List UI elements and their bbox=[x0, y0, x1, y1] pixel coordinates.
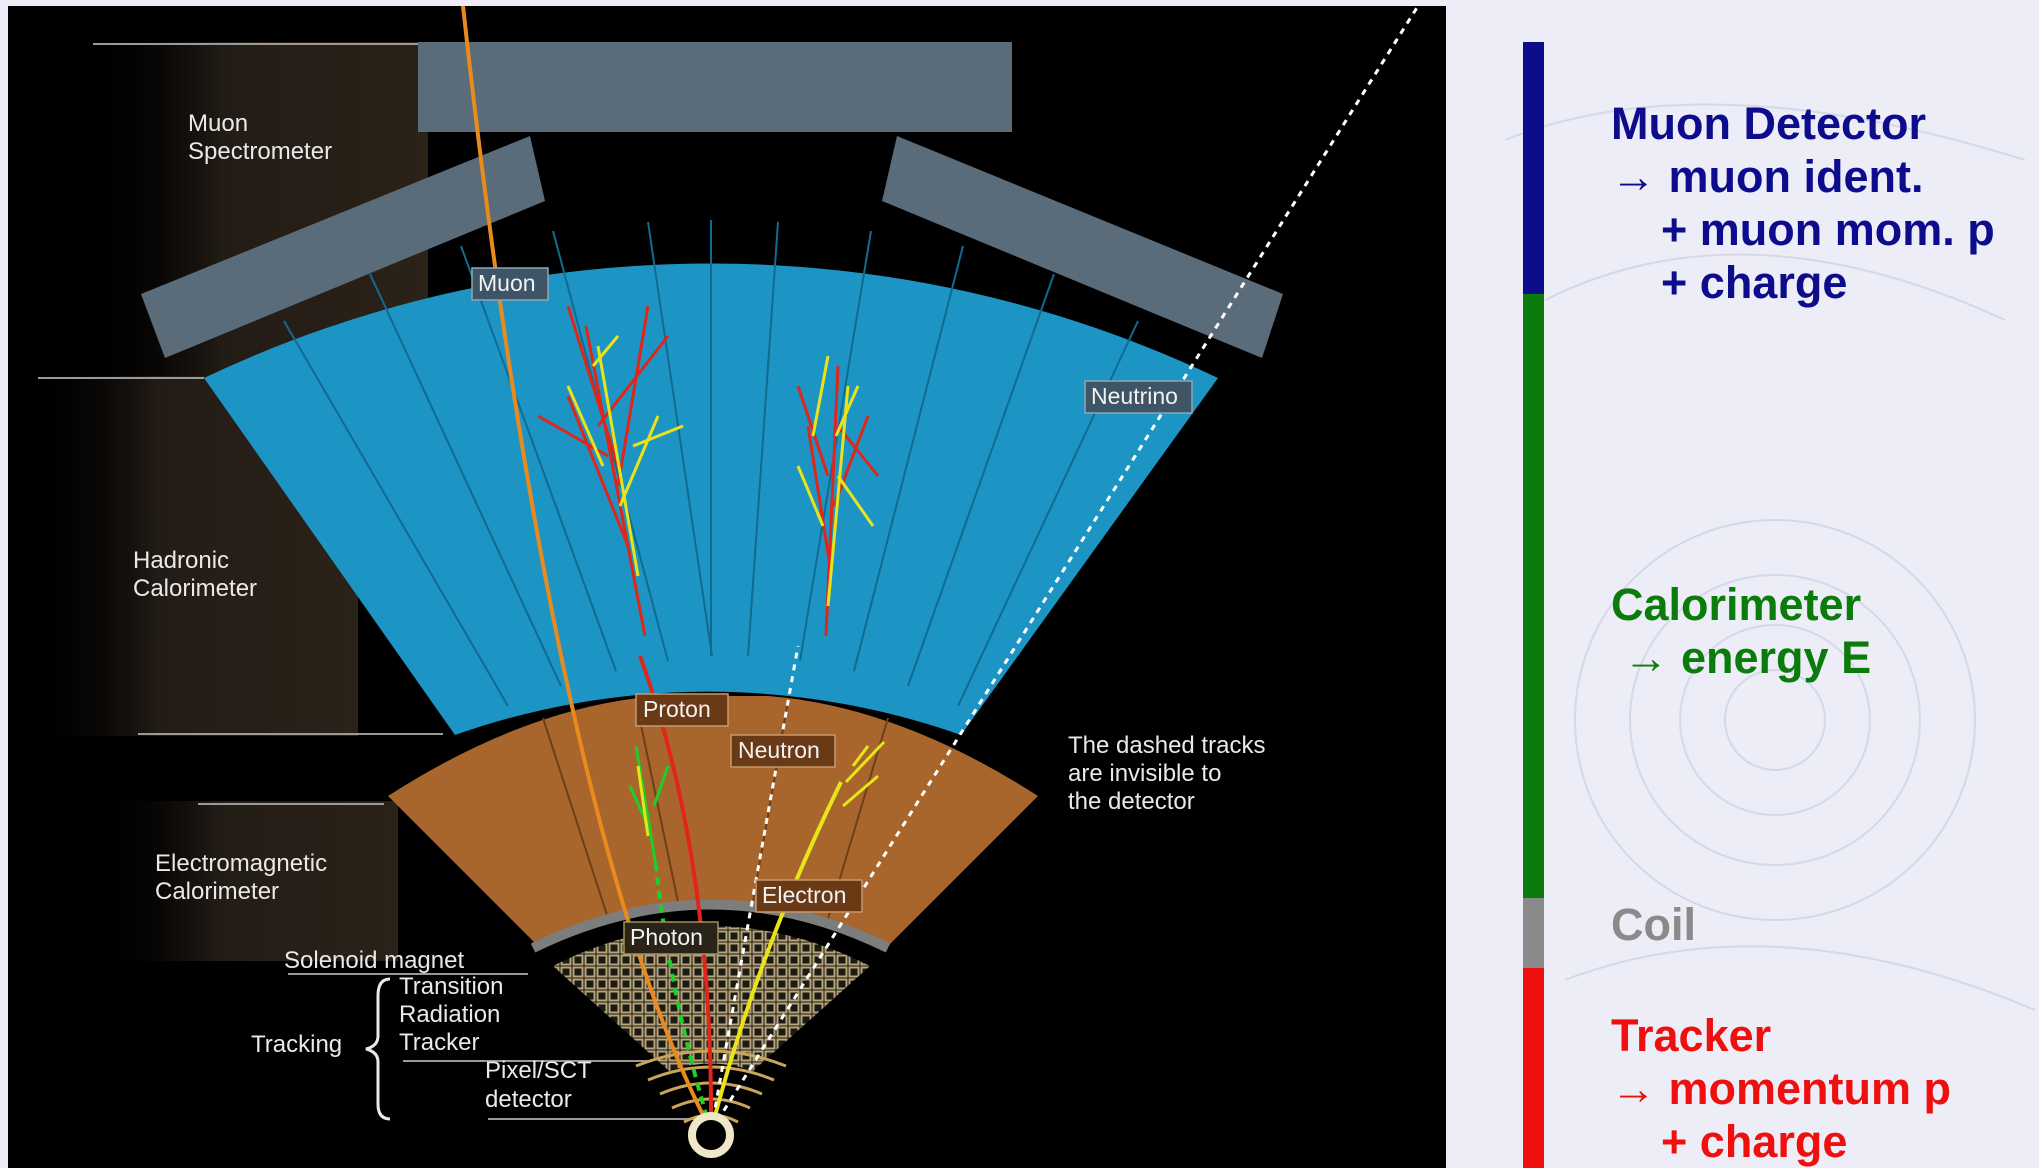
photon-track bbox=[654, 865, 713, 1132]
particle-label-neutrino: Neutrino bbox=[1084, 380, 1193, 414]
em-showers bbox=[628, 740, 886, 867]
muon-chamber-top bbox=[418, 42, 1012, 132]
atlas-detector-slice: Muon Spectrometer Hadronic Calorimeter E… bbox=[8, 6, 1446, 1168]
tracking-brace bbox=[365, 977, 391, 1121]
background-swirl-pattern bbox=[1504, 103, 2036, 1011]
legend-bar-tracker bbox=[1523, 968, 1544, 1168]
svg-text:Electron: Electron bbox=[762, 882, 846, 908]
legend-bar-coil bbox=[1523, 898, 1544, 968]
muon-chambers bbox=[141, 42, 1283, 358]
particle-label-neutron: Neutron bbox=[730, 734, 836, 768]
dashed-tracks-note: The dashed tracks are invisible to the d… bbox=[1068, 732, 1272, 815]
legend-tracker: Tracker → momentum p + charge bbox=[1611, 1010, 1952, 1167]
hadronic-calorimeter-label: Hadronic Calorimeter bbox=[133, 547, 257, 602]
neutrino-track bbox=[709, 6, 1420, 1132]
leader-lines bbox=[38, 43, 708, 1120]
trt-label: Transition Radiation Tracker bbox=[399, 973, 510, 1056]
svg-text:Neutrino: Neutrino bbox=[1091, 383, 1178, 409]
legend-coil: Coil bbox=[1611, 899, 1696, 950]
svg-text:Photon: Photon bbox=[630, 924, 703, 950]
em-calorimeter-label: Electromagnetic Calorimeter bbox=[155, 850, 334, 905]
detector-diagram: Muon Spectrometer Hadronic Calorimeter E… bbox=[28, 6, 1420, 1158]
transition-radiation-tracker bbox=[553, 926, 870, 1071]
legend-muon-detector: Muon Detector → muon ident. + muon mom. p… bbox=[1611, 98, 1995, 308]
muon-spectrometer-label: Muon Spectrometer bbox=[188, 110, 332, 165]
muon-chamber-right bbox=[882, 136, 1283, 358]
legend-calorimeter: Calorimeter → energy E bbox=[1611, 579, 1872, 683]
svg-text:Muon: Muon bbox=[478, 270, 536, 296]
particle-tracks bbox=[461, 6, 1420, 1132]
svg-text:Neutron: Neutron bbox=[738, 737, 820, 763]
particle-label-muon: Muon bbox=[471, 267, 549, 301]
particle-label-proton: Proton bbox=[635, 693, 729, 727]
muon-chamber-left bbox=[141, 136, 545, 358]
solenoid-coil bbox=[530, 899, 891, 953]
tracking-label: Tracking bbox=[251, 1031, 342, 1058]
muon-track bbox=[461, 6, 713, 1132]
neutron-track bbox=[709, 645, 800, 1132]
solenoid-magnet-label: Solenoid magnet bbox=[284, 947, 464, 974]
interaction-point bbox=[688, 1112, 734, 1158]
pixel-sct-label: Pixel/SCT detector bbox=[485, 1057, 598, 1113]
legend-bar-muon bbox=[1523, 42, 1544, 294]
particle-label-photon: Photon bbox=[623, 921, 719, 955]
hadronic-showers bbox=[537, 305, 880, 637]
svg-text:Proton: Proton bbox=[643, 696, 711, 722]
legend-bar-calorimeter bbox=[1523, 294, 1544, 898]
particle-label-electron: Electron bbox=[755, 879, 863, 913]
electron-track bbox=[709, 781, 843, 1132]
